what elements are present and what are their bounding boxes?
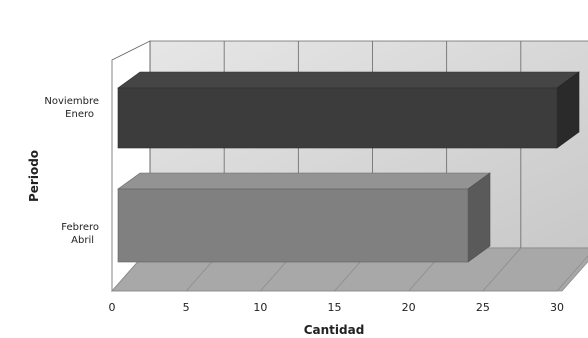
- x-tick-30: 30: [550, 301, 564, 314]
- bar-1-top: [117, 172, 491, 190]
- bar-0: [117, 71, 580, 149]
- bar-0-front: [117, 87, 558, 149]
- category-labels: Noviembre Enero Febrero Abril: [44, 96, 99, 246]
- x-tick-10: 10: [253, 301, 267, 314]
- x-axis-label: Cantidad: [304, 323, 365, 337]
- bars: [117, 71, 580, 263]
- bar-1-front: [117, 188, 469, 263]
- y-axis-label: Periodo: [27, 150, 41, 202]
- gridline-floor-30: [556, 255, 588, 292]
- category-label-0-line-1: Enero: [65, 109, 94, 120]
- category-label-0-line-0: Noviembre: [44, 96, 99, 107]
- x-tick-25: 25: [476, 301, 490, 314]
- bar-1: [117, 172, 491, 263]
- x-tick-labels: 0 5 10 15 20 25 30: [109, 301, 565, 314]
- category-label-0: Noviembre Enero: [44, 96, 99, 120]
- bar-0-top: [117, 71, 580, 89]
- bar-1-end: [467, 172, 491, 263]
- gridline-floor-25: [482, 247, 522, 292]
- x-tick-15: 15: [328, 301, 342, 314]
- category-label-1: Febrero Abril: [61, 222, 99, 246]
- x-tick-0: 0: [109, 301, 116, 314]
- category-label-1-line-0: Febrero: [61, 222, 99, 233]
- x-tick-5: 5: [183, 301, 190, 314]
- x-tick-20: 20: [402, 301, 416, 314]
- category-label-1-line-1: Abril: [71, 235, 94, 246]
